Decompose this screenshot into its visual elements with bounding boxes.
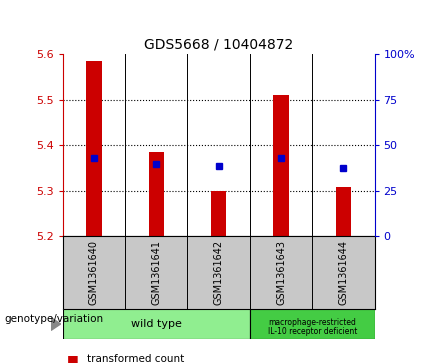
Bar: [149, 152, 164, 236]
Bar: [211, 191, 226, 236]
Text: IL-10 receptor deficient: IL-10 receptor deficient: [268, 327, 357, 336]
Title: GDS5668 / 10404872: GDS5668 / 10404872: [144, 38, 293, 52]
Bar: [250, 309, 375, 339]
Bar: [336, 187, 351, 236]
Text: GSM1361640: GSM1361640: [89, 240, 99, 305]
Text: GSM1361644: GSM1361644: [338, 240, 349, 305]
Text: genotype/variation: genotype/variation: [4, 314, 103, 323]
Text: transformed count: transformed count: [87, 354, 184, 363]
Bar: [273, 95, 289, 236]
Text: macrophage-restricted: macrophage-restricted: [268, 318, 356, 327]
Text: GSM1361643: GSM1361643: [276, 240, 286, 305]
Bar: [63, 309, 250, 339]
Polygon shape: [51, 318, 61, 330]
Text: GSM1361642: GSM1361642: [213, 240, 224, 305]
Bar: [86, 61, 102, 236]
Text: GSM1361641: GSM1361641: [151, 240, 162, 305]
Text: ■: ■: [67, 353, 79, 363]
Text: wild type: wild type: [131, 319, 182, 329]
